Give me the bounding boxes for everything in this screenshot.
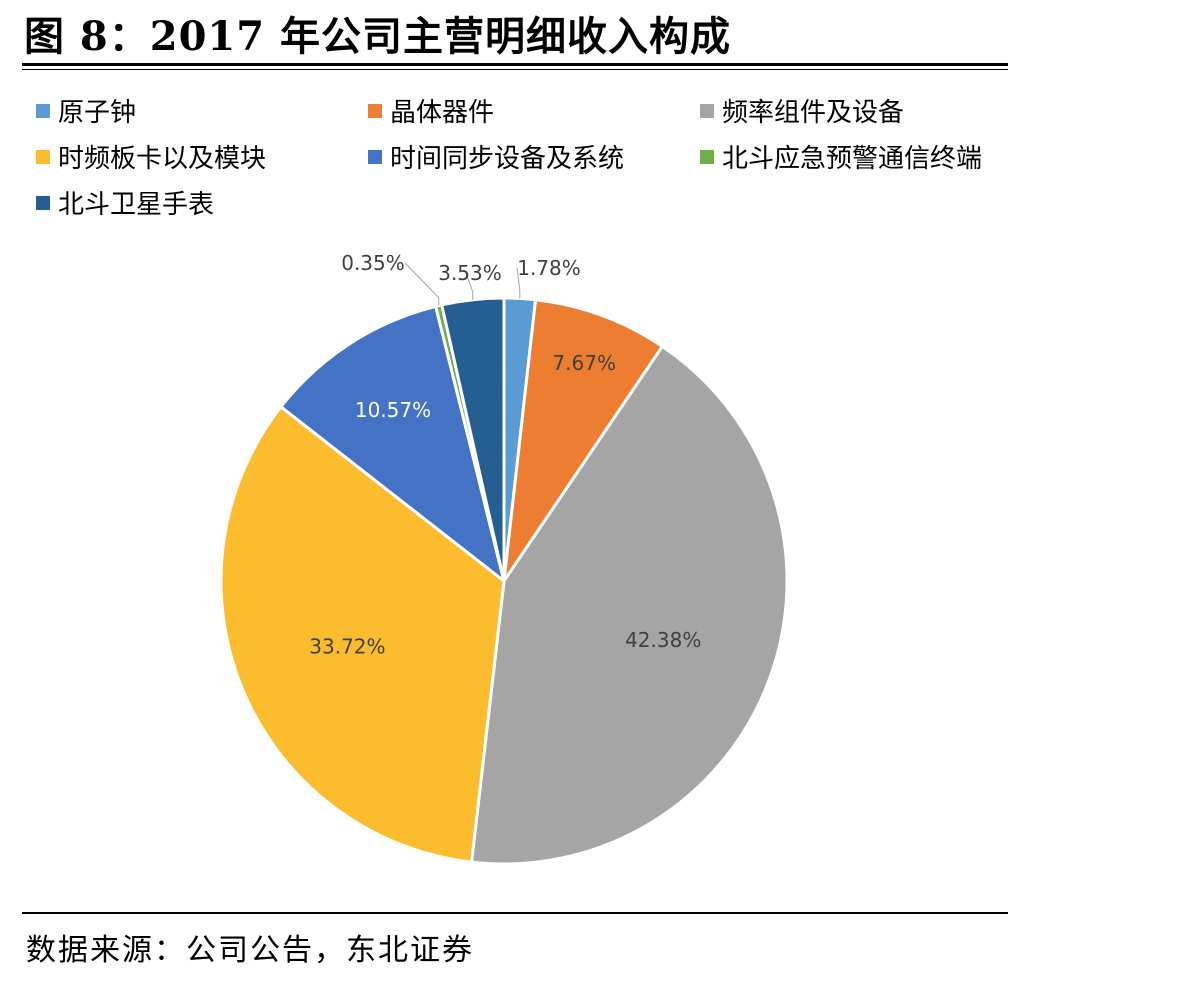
legend-label: 频率组件及设备 <box>722 98 905 128</box>
legend-item-time-freq-boards: 时频板卡以及模块 <box>36 138 266 175</box>
legend-label: 时间同步设备及系统 <box>390 144 625 174</box>
leader-lines <box>404 262 521 306</box>
legend-label: 原子钟 <box>58 98 137 128</box>
legend-item-time-sync-systems: 时间同步设备及系统 <box>368 138 624 175</box>
title-rule-thin <box>22 69 1008 70</box>
legend-swatch <box>36 149 50 164</box>
data-label: 42.38% <box>625 628 701 652</box>
data-label: 3.53% <box>438 261 502 285</box>
legend-swatch <box>700 103 714 118</box>
data-label: 1.78% <box>517 256 581 280</box>
legend-label: 北斗应急预警通信终端 <box>722 144 983 174</box>
legend-item-atomic-clock: 原子钟 <box>36 92 136 129</box>
source-rule <box>22 912 1008 914</box>
slice-beidou-watch <box>440 296 506 583</box>
pie-slices <box>219 296 789 866</box>
legend-label: 北斗卫星手表 <box>58 190 215 220</box>
slice-time-sync-systems <box>279 304 506 583</box>
figure-title: 图 8：2017 年公司主营明细收入构成 <box>24 13 732 60</box>
source-note: 数据来源：公司公告，东北证券 <box>26 933 474 968</box>
slice-crystal-devices <box>502 298 664 583</box>
legend-item-frequency-components: 频率组件及设备 <box>700 92 904 129</box>
leader-line <box>516 267 521 299</box>
title-rule-thick <box>22 63 1008 66</box>
legend-label: 晶体器件 <box>390 98 495 128</box>
slice-frequency-components <box>470 344 789 866</box>
leader-line <box>465 272 474 300</box>
legend-item-beidou-terminal: 北斗应急预警通信终端 <box>700 138 982 175</box>
leader-line <box>404 262 440 306</box>
legend-item-beidou-watch: 北斗卫星手表 <box>36 184 214 221</box>
legend-swatch <box>700 149 714 164</box>
legend-label: 时频板卡以及模块 <box>58 144 267 174</box>
data-label: 33.72% <box>309 635 385 659</box>
legend-swatch <box>368 149 382 164</box>
data-label: 10.57% <box>355 398 431 422</box>
legend-item-crystal-devices: 晶体器件 <box>368 92 494 129</box>
legend-swatch <box>36 103 50 118</box>
data-label: 7.67% <box>552 351 616 375</box>
legend-swatch <box>368 103 382 118</box>
slice-labels: 1.78% 7.67% 42.38% 33.72% 10.57% 0.35% 3.53% <box>309 251 701 659</box>
slice-time-freq-boards <box>219 405 506 864</box>
legend-swatch <box>36 195 50 210</box>
data-label: 0.35% <box>341 251 405 275</box>
